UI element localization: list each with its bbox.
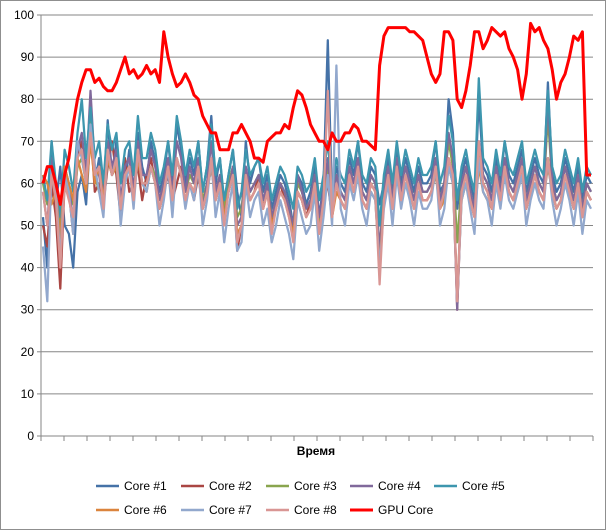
y-tick-label: 20	[21, 345, 35, 359]
y-tick-label: 50	[21, 219, 35, 233]
legend-label: Core #8	[294, 503, 337, 517]
legend-item: Core #5	[434, 479, 505, 493]
series-line-core-8	[41, 89, 593, 303]
series-lines	[41, 21, 593, 311]
y-tick-label: 40	[21, 261, 35, 275]
legend-item: Core #6	[96, 503, 167, 517]
axes	[40, 15, 594, 441]
legend-label: Core #5	[462, 479, 505, 493]
legend-item: Core #1	[96, 479, 167, 493]
y-tick-label: 90	[21, 50, 35, 64]
y-tick-label: 10	[21, 387, 35, 401]
series-line-gpu-core	[41, 21, 591, 206]
legend-item: Core #8	[266, 503, 337, 517]
series-line-core-5	[41, 77, 593, 227]
y-tick-label: 80	[21, 92, 35, 106]
legend-label: Core #1	[124, 479, 167, 493]
legend-item: Core #2	[181, 479, 252, 493]
y-tick-label: 100	[14, 8, 34, 22]
legend-label: Core #3	[294, 479, 337, 493]
y-axis-tick-labels: 0 10 20 30 40 50 60 70 80 90 100	[14, 8, 34, 443]
x-axis-title: Время	[297, 444, 335, 458]
y-tick-label: 0	[27, 429, 34, 443]
legend-label: Core #7	[209, 503, 252, 517]
legend-label: Core #4	[378, 479, 421, 493]
legend-label: Core #6	[124, 503, 167, 517]
legend-item: Core #3	[266, 479, 337, 493]
legend-label: Core #2	[209, 479, 252, 493]
y-tick-label: 30	[21, 303, 35, 317]
legend-item: Core #7	[181, 503, 252, 517]
legend-item: Core #4	[350, 479, 421, 493]
legend-item: GPU Core	[350, 503, 434, 517]
legend-label: GPU Core	[378, 503, 434, 517]
legend: Core #1 Core #2 Core #3 Core #4 Core #5 Core …	[96, 479, 505, 517]
y-tick-label: 60	[21, 176, 35, 190]
y-tick-label: 70	[21, 134, 35, 148]
